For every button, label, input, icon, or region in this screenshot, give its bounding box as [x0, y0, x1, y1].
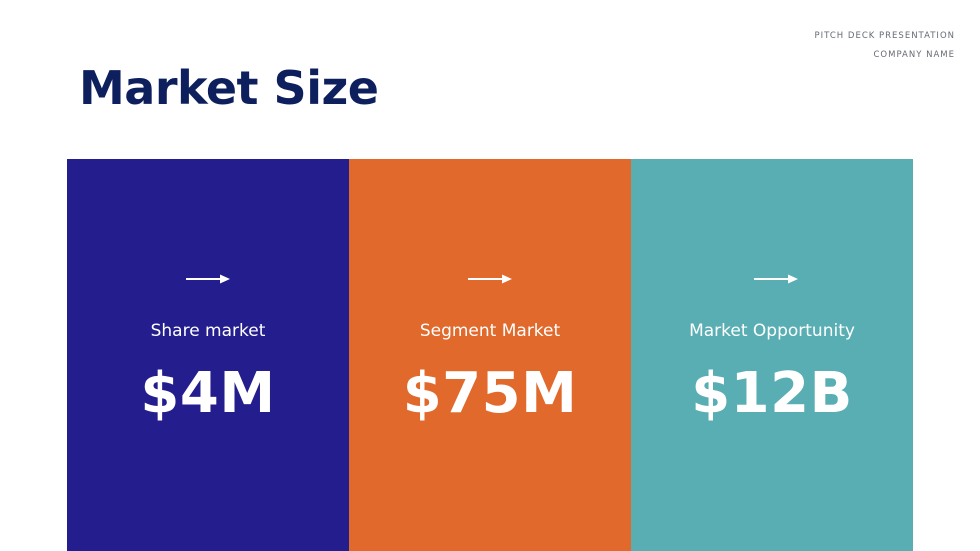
right-arrow-icon — [186, 274, 230, 284]
card-market-opportunity: Market Opportunity $12B — [631, 159, 913, 551]
header-meta: PITCH DECK PRESENTATION COMPANY NAME — [815, 27, 955, 65]
card-share-market: Share market $4M — [67, 159, 349, 551]
market-cards: Share market $4M Segment Market $75M Mar… — [67, 159, 913, 551]
presentation-label: PITCH DECK PRESENTATION — [814, 31, 955, 41]
right-arrow-icon — [754, 274, 798, 284]
page-title: Market Size — [79, 61, 379, 115]
card-value: $12B — [691, 361, 853, 426]
card-value: $75M — [402, 361, 578, 426]
company-name: COMPANY NAME — [873, 50, 955, 60]
card-label: Segment Market — [419, 321, 561, 341]
card-segment-market: Segment Market $75M — [349, 159, 631, 551]
card-label: Market Opportunity — [689, 321, 855, 341]
right-arrow-icon — [468, 274, 512, 284]
card-value: $4M — [140, 361, 276, 426]
card-label: Share market — [150, 321, 266, 341]
